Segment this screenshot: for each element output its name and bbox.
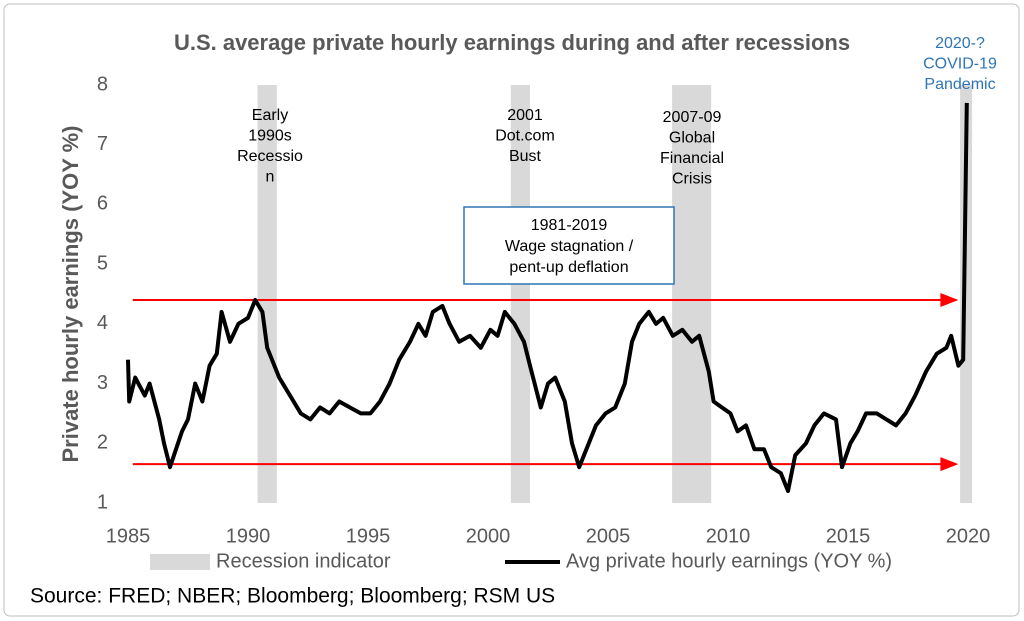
y-tick-label: 8 (97, 73, 108, 95)
recession-label: Financial (660, 150, 724, 167)
chart-title: U.S. average private hourly earnings dur… (174, 30, 850, 55)
y-tick-label: 7 (97, 133, 108, 155)
annotation-text: pent-up deflation (509, 259, 628, 276)
y-tick-label: 6 (97, 193, 108, 215)
recession-band (672, 85, 712, 503)
recession-label: n (266, 169, 275, 186)
earnings-line (126, 102, 969, 494)
recession-label: Recessio (237, 148, 303, 165)
x-tick-label: 2020 (946, 525, 991, 547)
x-tick-label: 2005 (586, 525, 631, 547)
recession-label: Global (669, 130, 715, 147)
recession-label: 1990s (248, 128, 292, 145)
arrow-head (940, 292, 959, 307)
y-tick-label: 3 (97, 372, 108, 394)
recession-label: COVID-19 (923, 56, 997, 73)
recession-label: Bust (509, 148, 542, 165)
recession-label: 2001 (507, 107, 543, 124)
legend-label: Avg private hourly earnings (YOY %) (566, 550, 892, 572)
recession-label: 2007-09 (663, 109, 722, 126)
annotation-text: Wage stagnation / (505, 238, 634, 255)
recession-band (510, 85, 530, 503)
recession-band (257, 85, 277, 503)
y-tick-label: 2 (97, 432, 108, 454)
x-tick-label: 1990 (226, 525, 271, 547)
recession-label: Crisis (672, 171, 712, 188)
recession-label: Early (252, 107, 288, 124)
x-tick-label: 2010 (706, 525, 751, 547)
x-tick-label: 1995 (346, 525, 391, 547)
x-tick-label: 2000 (466, 525, 511, 547)
legend-label: Recession indicator (216, 550, 391, 572)
recession-label: Pandemic (924, 76, 995, 93)
annotation-box (463, 206, 675, 285)
arrow-head (940, 457, 959, 472)
recession-label: Dot.com (495, 128, 555, 145)
y-axis-label: Private hourly earnings (YOY %) (58, 125, 83, 462)
y-tick-label: 4 (97, 312, 108, 334)
x-tick-label: 2015 (826, 525, 871, 547)
source: Source: FRED; NBER; Bloomberg; Bloomberg… (30, 585, 555, 608)
recession-label: 2020-? (935, 35, 985, 52)
x-tick-label: 1985 (106, 525, 151, 547)
y-tick-label: 1 (97, 491, 108, 513)
legend-swatch (150, 554, 210, 570)
y-tick-label: 5 (97, 252, 108, 274)
annotation-text: 1981-2019 (531, 217, 608, 234)
